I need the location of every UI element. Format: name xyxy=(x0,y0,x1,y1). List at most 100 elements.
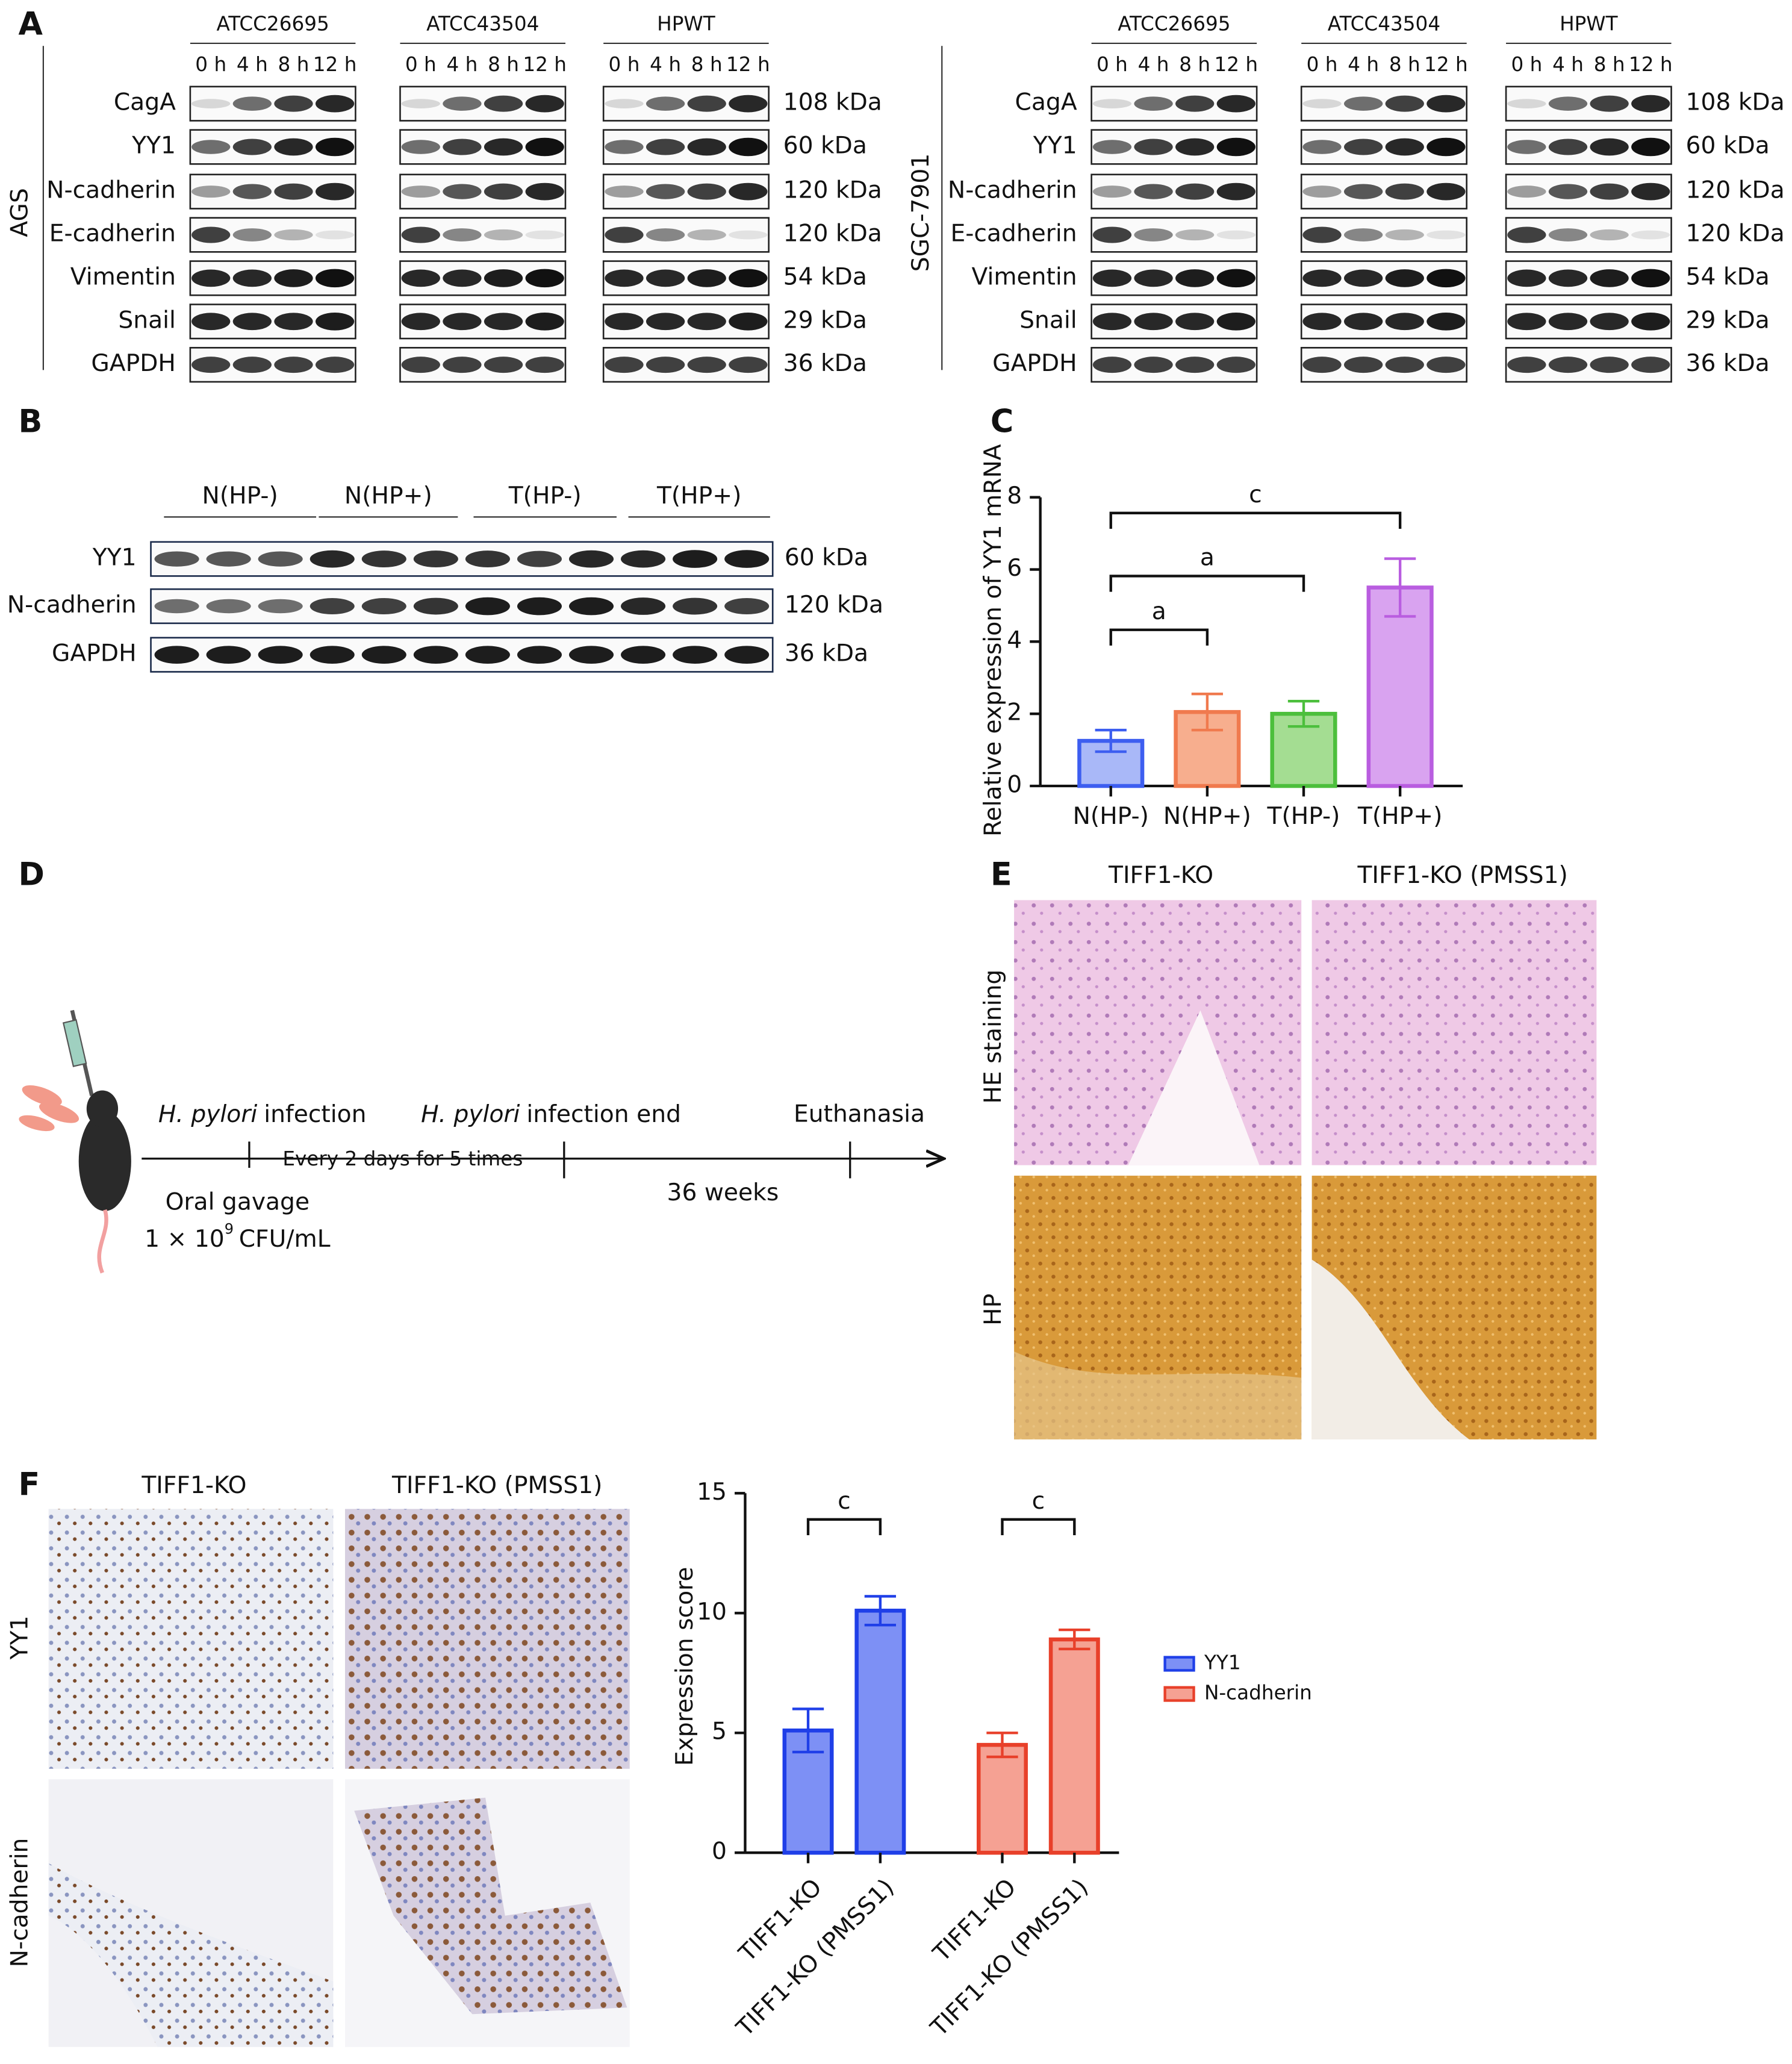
band xyxy=(274,313,313,331)
band xyxy=(310,598,355,615)
size-label: 54 kDa xyxy=(783,263,867,290)
band xyxy=(1507,140,1546,154)
size-label: 108 kDa xyxy=(783,89,882,116)
legend-label: YY1 xyxy=(1204,1651,1241,1674)
band xyxy=(1175,357,1215,373)
band xyxy=(1548,313,1588,331)
protein-label: E-cadherin xyxy=(950,220,1077,247)
time-label: 4 h xyxy=(650,53,681,76)
band xyxy=(315,137,355,157)
band xyxy=(443,228,482,242)
significance-label: a xyxy=(1200,544,1215,572)
mouse-illustration xyxy=(19,1009,131,1274)
band xyxy=(1548,96,1588,111)
band xyxy=(1426,312,1466,331)
time-label: 12 h xyxy=(1214,53,1258,76)
band xyxy=(1134,313,1173,331)
band xyxy=(1134,228,1173,242)
band xyxy=(729,269,768,288)
band xyxy=(673,646,718,664)
y-tick-label: 4 xyxy=(1007,627,1022,654)
band xyxy=(443,96,482,111)
y-tick-label: 10 xyxy=(697,1598,727,1626)
band xyxy=(1385,95,1424,112)
route: Oral gavage xyxy=(166,1188,310,1215)
protein-label: CagA xyxy=(1015,89,1077,116)
band xyxy=(1385,269,1424,287)
protein-label: GAPDH xyxy=(52,640,137,667)
size-label: 60 kDa xyxy=(783,133,867,160)
band xyxy=(1631,182,1670,201)
row-label: HE staining xyxy=(980,970,1007,1104)
event: infection xyxy=(264,1100,366,1127)
tissue xyxy=(354,1797,627,2015)
y-axis-label: Expression score xyxy=(671,1567,698,1766)
band xyxy=(1507,357,1546,373)
time-label: 12 h xyxy=(313,53,357,76)
y-tick-label: 6 xyxy=(1007,555,1022,582)
band xyxy=(1631,95,1670,113)
band xyxy=(1426,137,1466,157)
band xyxy=(274,357,313,373)
legend-swatch xyxy=(1163,1656,1195,1672)
panel-letter: D xyxy=(19,856,45,893)
band xyxy=(315,230,355,240)
row-label: N-cadherin xyxy=(6,1838,33,1968)
band xyxy=(401,140,440,154)
band xyxy=(1344,139,1383,155)
band xyxy=(525,230,564,240)
time-label: 0 h xyxy=(1307,53,1338,76)
time-label: 0 h xyxy=(405,53,437,76)
band xyxy=(1426,230,1466,240)
band xyxy=(206,599,251,614)
band xyxy=(191,186,231,198)
band xyxy=(310,646,355,664)
band xyxy=(401,226,440,243)
time-label: 12 h xyxy=(1424,53,1468,76)
band xyxy=(1175,269,1215,287)
band xyxy=(191,140,231,154)
time-label: 12 h xyxy=(523,53,567,76)
band xyxy=(605,269,644,287)
blot-box xyxy=(602,86,770,122)
band xyxy=(1590,229,1629,241)
band xyxy=(1092,313,1132,331)
size-label: 120 kDa xyxy=(785,591,883,619)
band xyxy=(1092,140,1132,154)
band xyxy=(1426,95,1466,113)
band xyxy=(687,183,726,200)
band xyxy=(621,597,666,615)
protein-label: YY1 xyxy=(131,133,176,160)
band xyxy=(1507,313,1546,331)
band xyxy=(1216,357,1255,373)
band xyxy=(621,646,666,664)
protein-label: N-cadherin xyxy=(948,177,1077,204)
ihc-image xyxy=(48,1509,334,1769)
band xyxy=(361,550,406,568)
band xyxy=(1216,137,1255,157)
strain-label: ATCC43504 xyxy=(426,12,539,35)
time-label: 8 h xyxy=(1594,53,1625,76)
band xyxy=(646,139,685,155)
size-label: 60 kDa xyxy=(1686,133,1770,160)
band xyxy=(1175,138,1215,156)
blot-box xyxy=(1300,217,1468,253)
legend-swatch xyxy=(1163,1686,1195,1702)
protein-label: N-cadherin xyxy=(46,177,176,204)
dose-unit: CFU/mL xyxy=(239,1225,331,1252)
band xyxy=(687,95,726,112)
band xyxy=(232,269,272,287)
strain-label: ATCC26695 xyxy=(1118,12,1230,35)
size-label: 36 kDa xyxy=(785,640,868,667)
significance-label: c xyxy=(838,1488,851,1515)
band xyxy=(1344,357,1383,373)
band xyxy=(1302,99,1342,108)
band xyxy=(315,357,355,373)
x-tick-label: T(HP+) xyxy=(1357,803,1443,830)
time-label: 4 h xyxy=(446,53,478,76)
panel-letter: A xyxy=(19,6,43,43)
size-label: 120 kDa xyxy=(1686,177,1785,204)
timeline-label: H. pylori infection xyxy=(158,1100,367,1127)
band xyxy=(724,646,770,664)
timeline-label: H. pylori infection end xyxy=(421,1100,681,1127)
